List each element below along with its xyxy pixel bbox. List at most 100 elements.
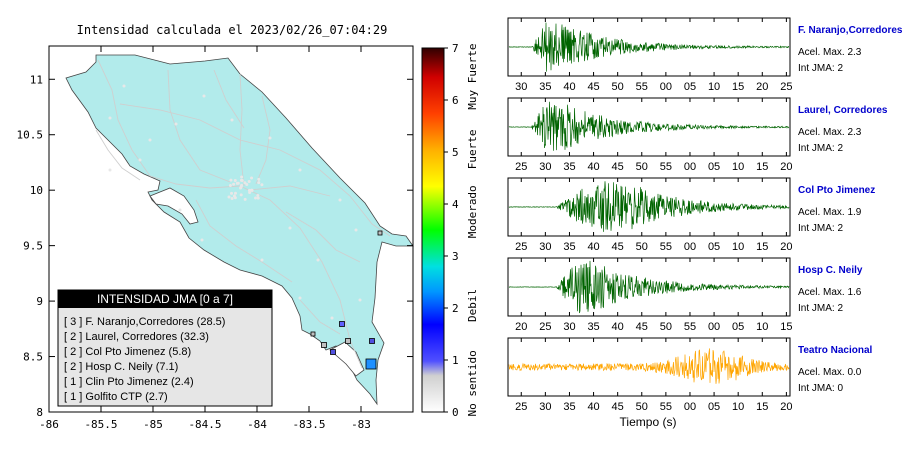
- legend-item: [ 1 ] Golfito CTP (2.7): [64, 391, 168, 403]
- legend-item: [ 2 ] Hosp C. Neily (7.1): [64, 361, 178, 373]
- colorbar-tick-label: 3: [452, 250, 459, 263]
- colorbar-tick-label: 5: [452, 146, 459, 159]
- colorbar-tick-label: 2: [452, 302, 459, 315]
- waveform-trace: [508, 348, 790, 384]
- town-dot: [239, 193, 243, 197]
- time-tick-label: 00: [660, 81, 672, 93]
- time-tick-label: 45: [587, 81, 599, 93]
- legend-item: [ 3 ] F. Naranjo,Corredores (28.5): [64, 316, 225, 328]
- colorbar-tick-label: 7: [452, 42, 459, 55]
- road: [299, 299, 341, 335]
- town-dot: [330, 316, 334, 320]
- time-tick-label: 55: [660, 241, 672, 253]
- waveform-panel: 25 30 35 40 45 50 55 00 05 10 15 20 Col Pto Jimenez A…: [507, 177, 875, 253]
- town-dot: [250, 176, 254, 180]
- town-dot: [233, 191, 237, 195]
- nicoya-gulf: [149, 187, 199, 225]
- waveform-trace: [508, 101, 790, 151]
- town-dot: [200, 238, 204, 242]
- time-tick-label: 35: [563, 401, 575, 413]
- town-dot: [230, 118, 234, 122]
- road: [95, 129, 141, 181]
- road: [213, 69, 245, 129]
- time-tick-label: 25: [515, 161, 527, 173]
- town-dot: [253, 196, 257, 200]
- time-tick-label: 45: [612, 401, 624, 413]
- time-tick-label: 05: [708, 401, 720, 413]
- time-tick-label: 00: [684, 161, 696, 173]
- town-dot: [248, 190, 252, 194]
- colorbar-category-label: No sentido: [466, 350, 479, 416]
- waveform-panel: 25 30 35 40 45 50 55 00 05 10 15 20 Teatro Nacional A…: [507, 337, 872, 413]
- colorbar-category-label: Moderado: [466, 185, 479, 238]
- intensity-legend: INTENSIDAD JMA [0 a 7] [ 3 ] F. Naranjo,…: [57, 289, 273, 407]
- town-dot: [354, 228, 358, 232]
- road: [97, 59, 363, 369]
- time-tick-label: 05: [684, 81, 696, 93]
- town-dot: [108, 116, 112, 120]
- colorbar-category-label: Muy Fuerte: [466, 43, 479, 109]
- costa-rica-landmass: [65, 54, 414, 406]
- time-tick-label: 05: [708, 241, 720, 253]
- time-tick-label: 45: [636, 321, 648, 333]
- town-dot: [257, 177, 261, 181]
- time-tick-label: 35: [587, 321, 599, 333]
- station-name: Hosp C. Neily: [798, 265, 863, 276]
- waveform-trace: [508, 181, 790, 232]
- lon-tick-label: -85: [143, 418, 163, 431]
- osa-inlet: [329, 341, 365, 377]
- time-tick-label: 40: [587, 161, 599, 173]
- station-jma: Int JMA: 2: [798, 143, 843, 154]
- town-dot: [178, 208, 182, 212]
- station-jma: Int JMA: 2: [798, 303, 843, 314]
- time-tick-label: 40: [587, 401, 599, 413]
- time-tick-label: 15: [756, 401, 768, 413]
- town-dot: [268, 136, 272, 140]
- time-tick-label: 50: [636, 161, 648, 173]
- lat-tick-label: 10.5: [17, 129, 44, 142]
- time-tick-label: 25: [515, 241, 527, 253]
- town-dot: [243, 197, 247, 201]
- town-dot: [247, 180, 251, 184]
- time-tick-label: 15: [732, 81, 744, 93]
- town-dot: [240, 178, 244, 182]
- map-panel: -86 -85.5 -85 -84.5 -84 -83.5 -83 11 10.5 10 9.5 9…: [17, 45, 414, 431]
- station-marker: [310, 331, 316, 337]
- time-tick-label: 55: [660, 161, 672, 173]
- time-tick-label: 20: [780, 401, 792, 413]
- station-name: Laurel, Corredores: [798, 105, 888, 116]
- station-jma: Int JMA: 0: [798, 383, 843, 394]
- legend-item: [ 2 ] Laurel, Corredores (32.3): [64, 331, 209, 343]
- time-tick-label: 35: [563, 161, 575, 173]
- station-jma: Int JMA: 2: [798, 63, 843, 74]
- lon-tick-label: -83: [351, 418, 371, 431]
- town-dot: [243, 181, 247, 185]
- time-tick-label: 25: [780, 81, 792, 93]
- town-dot: [316, 258, 320, 262]
- colorbar-tick-label: 6: [452, 94, 459, 107]
- time-tick-label: 00: [684, 241, 696, 253]
- time-tick-label: 00: [684, 401, 696, 413]
- station-col-pto-jimenez: [330, 349, 336, 355]
- station-accel: Acel. Max. 1.6: [798, 287, 862, 298]
- town-dot: [108, 168, 112, 172]
- time-tick-label: 40: [563, 81, 575, 93]
- station-marker: [377, 230, 383, 236]
- time-tick-label: 40: [612, 321, 624, 333]
- time-tick-label: 20: [780, 161, 792, 173]
- town-dot: [230, 191, 234, 195]
- time-tick-label: 50: [636, 241, 648, 253]
- town-dot: [240, 175, 244, 179]
- town-dot: [148, 138, 152, 142]
- station-name: Col Pto Jimenez: [798, 185, 875, 196]
- colorbar-tick-label: 4: [452, 198, 459, 211]
- lat-tick-label: 8: [36, 406, 43, 419]
- waveform-panel: 25 30 35 40 45 50 55 00 05 10 15 20 Laurel, Corredor…: [507, 97, 888, 173]
- town-dot: [260, 258, 264, 262]
- legend-title: INTENSIDAD JMA [0 a 7]: [97, 292, 233, 306]
- time-tick-label: 20: [515, 321, 527, 333]
- station-laurel: [339, 321, 345, 327]
- lat-tick-label: 9: [36, 295, 43, 308]
- town-dot: [298, 168, 302, 172]
- time-tick-label: 25: [515, 401, 527, 413]
